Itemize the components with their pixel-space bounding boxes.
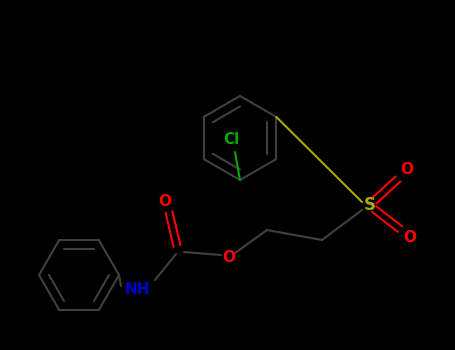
Text: NH: NH: [124, 282, 150, 298]
Text: Cl: Cl: [223, 132, 239, 147]
Text: O: O: [222, 251, 236, 266]
Text: O: O: [400, 162, 414, 177]
Text: O: O: [404, 231, 416, 245]
Text: S: S: [364, 196, 376, 214]
Text: O: O: [158, 194, 172, 209]
